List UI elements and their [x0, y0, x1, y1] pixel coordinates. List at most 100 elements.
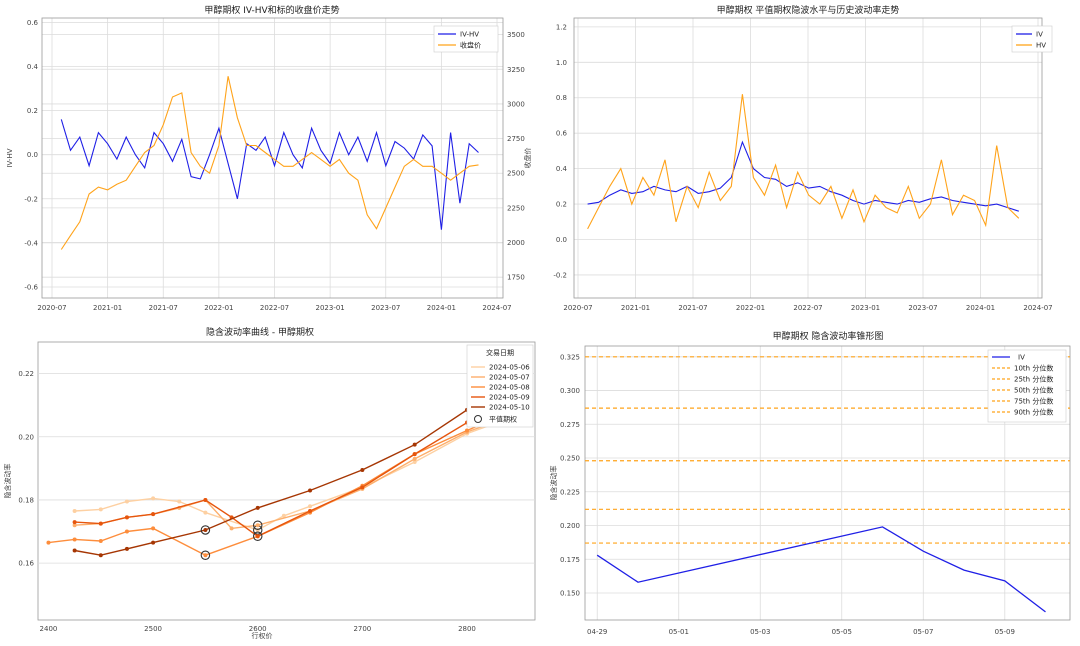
- series-line-0: [60, 119, 479, 230]
- legend-label: 2024-05-08: [489, 384, 530, 392]
- series-line-2: [48, 407, 520, 556]
- series-point-2: [46, 540, 51, 545]
- series-point-3: [412, 452, 417, 457]
- y-tick-label: 0.200: [560, 522, 580, 530]
- legend-label: 2024-05-10: [489, 404, 530, 412]
- series-point-0: [281, 513, 286, 518]
- y2-tick-label: 2500: [507, 170, 525, 178]
- y-tick-label: 0.20: [18, 433, 34, 441]
- x-tick-label: 2024-01: [427, 304, 456, 312]
- series-line-0: [596, 526, 1046, 613]
- x-tick-label: 2021-01: [621, 304, 650, 312]
- series-point-4: [360, 467, 365, 472]
- x-tick-label: 2023-07: [371, 304, 400, 312]
- y-tick-label: 0.150: [560, 590, 580, 598]
- x-tick-label: 2020-07: [563, 304, 592, 312]
- legend-label: IV: [1018, 354, 1025, 362]
- x-tick-label: 04-29: [587, 628, 607, 636]
- y-tick-label: 1.2: [556, 23, 567, 31]
- series-point-4: [72, 548, 77, 553]
- x-tick-label: 2400: [40, 625, 58, 633]
- series-point-2: [203, 553, 208, 558]
- x-tick-label: 2023-07: [908, 304, 937, 312]
- y-tick-label: 0.2: [27, 107, 38, 115]
- series-point-4: [308, 488, 313, 493]
- x-tick-label: 2024-07: [1023, 304, 1052, 312]
- series-line-1: [60, 76, 479, 250]
- series-point-3: [360, 485, 365, 490]
- series-point-1: [229, 526, 234, 531]
- y-axis-label: IV-HV: [6, 148, 14, 167]
- series-point-3: [203, 497, 208, 502]
- chart-title: 甲醇期权 IV-HV和标的收盘价走势: [204, 4, 339, 16]
- series-point-2: [98, 539, 103, 544]
- series-line-1: [587, 94, 1020, 230]
- legend-label: 2024-05-09: [489, 394, 530, 402]
- series-line-0: [587, 140, 1019, 212]
- series-point-3: [98, 521, 103, 526]
- x-tick-label: 2022-07: [793, 304, 822, 312]
- legend-label: IV: [1036, 31, 1043, 39]
- x-tick-label: 05-07: [913, 628, 933, 636]
- x-tick-label: 2022-01: [736, 304, 765, 312]
- x-tick-label: 2500: [144, 625, 162, 633]
- y-tick-label: -0.2: [24, 195, 38, 203]
- legend-label: 50th 分位数: [1014, 386, 1053, 395]
- x-tick-label: 2021-07: [149, 304, 178, 312]
- x-tick-label: 2023-01: [851, 304, 880, 312]
- series-point-4: [98, 553, 103, 558]
- y-tick-label: 0.0: [27, 151, 38, 159]
- y-tick-label: 0.22: [18, 370, 34, 378]
- x-tick-label: 05-03: [750, 628, 770, 636]
- y-tick-label: 0.175: [560, 556, 580, 564]
- y-tick-label: 0.18: [18, 496, 34, 504]
- legend-label: 2024-05-06: [489, 364, 530, 372]
- y-tick-label: 0.6: [556, 130, 568, 138]
- series-point-0: [151, 496, 156, 501]
- y-tick-label: 0.250: [560, 455, 580, 463]
- atm-marker: [252, 531, 263, 542]
- legend-box: [987, 349, 1067, 423]
- x-tick-label: 2022-07: [260, 304, 289, 312]
- y2-tick-label: 1750: [507, 274, 525, 282]
- y-tick-label: -0.4: [24, 239, 38, 247]
- series-point-4: [255, 505, 260, 510]
- legend-label: 10th 分位数: [1014, 364, 1053, 373]
- chart-title: 甲醇期权 平值期权隐波水平与历史波动率走势: [717, 4, 900, 16]
- y2-axis-label: 收盘价: [523, 148, 532, 169]
- atm-marker: [200, 550, 211, 560]
- series-point-0: [98, 507, 103, 512]
- y-tick-label: 1.0: [556, 59, 567, 67]
- x-tick-label: 05-09: [995, 628, 1015, 636]
- series-point-3: [255, 534, 260, 539]
- series-point-2: [72, 537, 77, 542]
- chart-title: 甲醇期权 隐含波动率锥形图: [773, 330, 884, 342]
- x-tick-label: 2700: [353, 625, 371, 633]
- legend-atm-marker: [474, 415, 482, 423]
- series-point-3: [72, 520, 77, 525]
- x-tick-label: 2021-07: [678, 304, 707, 312]
- y-tick-label: 0.4: [556, 165, 568, 173]
- series-point-3: [308, 509, 313, 514]
- legend-box: [466, 344, 534, 428]
- series-point-4: [151, 540, 156, 545]
- chart-title: 隐含波动率曲线 - 甲醇期权: [206, 326, 314, 338]
- legend-label: 平值期权: [489, 415, 517, 424]
- y-tick-label: -0.6: [24, 283, 38, 291]
- x-tick-label: 2024-01: [966, 304, 995, 312]
- y-tick-label: 0.6: [27, 19, 39, 27]
- plot-frame: [37, 341, 536, 621]
- y-axis-label: 隐含波动率: [549, 466, 558, 501]
- x-tick-label: 2021-01: [93, 304, 122, 312]
- x-axis-label: 行权价: [252, 631, 273, 640]
- series-point-1: [412, 456, 417, 461]
- plot-frame: [41, 17, 504, 299]
- series-point-4: [412, 442, 417, 447]
- legend-title: 交易日期: [486, 348, 514, 357]
- legend-label: HV: [1036, 42, 1046, 50]
- y-tick-label: 0.8: [556, 94, 567, 102]
- legend-label: 25th 分位数: [1014, 375, 1053, 384]
- legend-label: IV-HV: [460, 31, 479, 39]
- series-point-0: [72, 509, 77, 514]
- plot-frame: [573, 17, 1043, 299]
